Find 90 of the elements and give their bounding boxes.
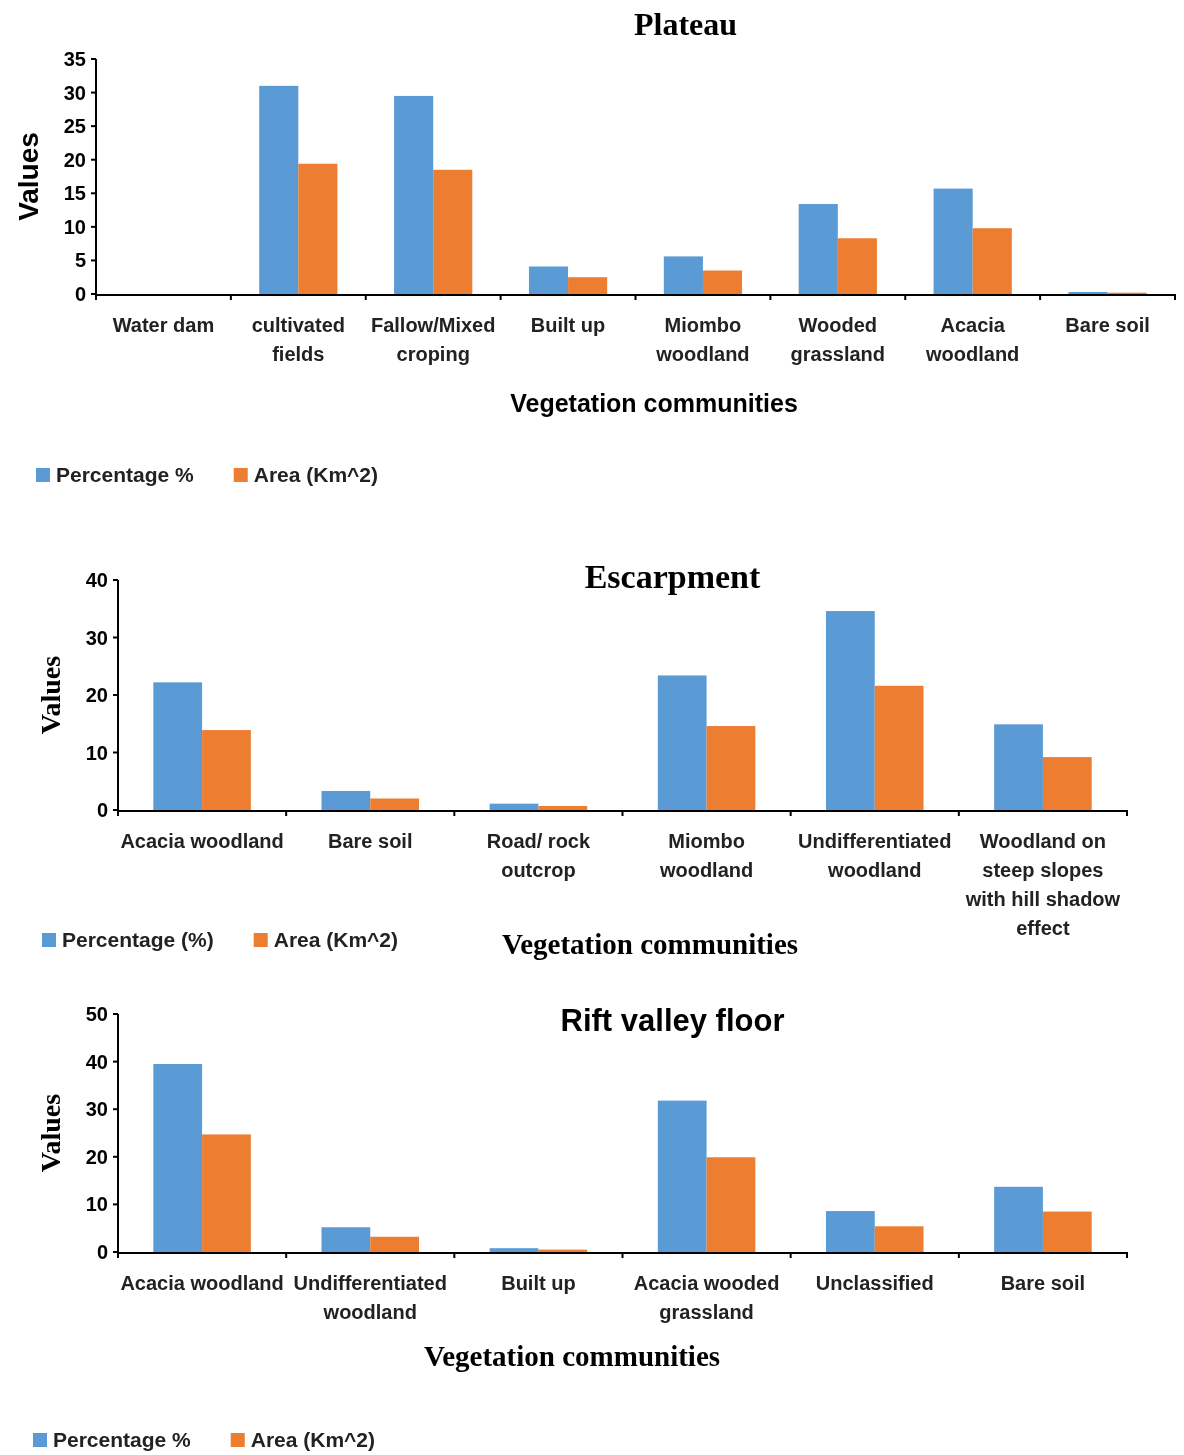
chart-title: Escarpment [584,558,761,595]
y-tick-label: 5 [74,249,86,272]
x-tick-label: Undifferentiated woodland [798,830,952,881]
x-tick-label: Acacia woodland [120,830,284,852]
y-tick-label: 20 [63,148,86,171]
legend-label: Percentage % [53,1428,192,1451]
x-tick-label: Fallow/Mixed croping [370,314,496,365]
x-tick-label: Miombo woodland [655,314,750,365]
x-tick-label: Unclassified [815,1272,934,1294]
bar [798,204,838,294]
bar [370,798,420,810]
y-axis-title: Values [34,655,66,735]
bar [972,228,1012,294]
y-tick-label: 0 [96,799,108,821]
y-tick-label: 10 [85,741,108,764]
bar [702,270,743,294]
x-tick-label: cultivated fields [251,314,345,365]
x-tick-label: Woodland on steep slopes with hill shadow effect [964,830,1121,939]
y-tick-label: 25 [63,115,86,138]
bar [874,1226,924,1252]
x-axis-title: Vegetation communities [423,1340,721,1372]
y-tick-label: 35 [63,48,86,70]
bar [153,1063,203,1252]
x-tick-label: Acacia woodland [120,1272,284,1294]
y-tick-label: 10 [63,215,86,238]
bar [1068,291,1108,294]
bar [298,163,338,294]
x-tick-label: Built up [501,1272,576,1294]
legend-label: Percentage % [56,463,195,486]
x-axis-title: Vegetation communities [501,928,799,960]
bar [321,1227,371,1252]
chart-title: Rift valley floor [560,1003,785,1038]
bar [528,266,569,294]
bar [825,1211,875,1252]
x-axis-title: Vegetation communities [510,389,798,417]
y-tick-label: 30 [63,81,86,104]
bar [202,730,251,810]
legend-label: Percentage (%) [62,928,214,951]
bar [994,724,1043,810]
bar [259,85,299,294]
bar [1042,1211,1092,1252]
bar [370,1236,420,1252]
x-tick-label: Miombo woodland [658,830,754,881]
legend-label: Area (Km^2) [273,928,399,951]
bar [657,1100,707,1252]
x-tick-label: Bare soil [1065,314,1150,336]
y-tick-label: 40 [85,1050,108,1073]
x-tick-label: Bare soil [328,830,413,852]
bar [489,803,539,810]
y-tick-label: 0 [74,283,86,305]
bar [663,256,703,294]
x-tick-label: Bare soil [1000,1272,1086,1294]
bar [933,188,973,294]
y-tick-label: 0 [96,1241,108,1263]
bar [202,1134,251,1252]
y-axis-title: Values [34,1093,66,1173]
legend-label: Area (Km^2) [253,463,379,486]
y-tick-label: 50 [85,1003,108,1025]
bar [321,791,371,810]
bar [825,611,875,810]
x-tick-label: Built up [530,314,606,336]
y-tick-label: 10 [85,1193,108,1216]
y-tick-label: 15 [63,182,86,205]
bar [489,1248,539,1252]
bar [837,238,877,294]
bar [1042,757,1092,810]
bar [706,726,756,810]
x-tick-label: Water dam [112,314,215,336]
bar [433,169,473,294]
y-axis-title: Values [12,132,44,221]
y-tick-label: 30 [85,626,108,649]
legend-label: Area (Km^2) [250,1428,376,1451]
bar [994,1186,1043,1252]
x-tick-label: Road/ rock outcrop [486,830,591,881]
x-tick-label: Wooded grassland [790,314,886,365]
bar [153,682,203,810]
bar [568,277,608,294]
bar [394,95,434,294]
bar [874,685,924,810]
x-tick-label: Acacia woodland [925,314,1020,365]
bar [657,675,707,810]
y-tick-label: 20 [85,684,108,706]
chart-title: Plateau [633,6,738,42]
x-tick-label: Acacia wooded grassland [633,1272,780,1323]
y-tick-label: 30 [85,1098,108,1121]
bar [706,1157,756,1252]
y-tick-label: 40 [85,569,108,591]
bar [538,805,588,810]
y-tick-label: 20 [85,1145,108,1168]
x-tick-label: Undifferentiated woodland [293,1272,447,1323]
